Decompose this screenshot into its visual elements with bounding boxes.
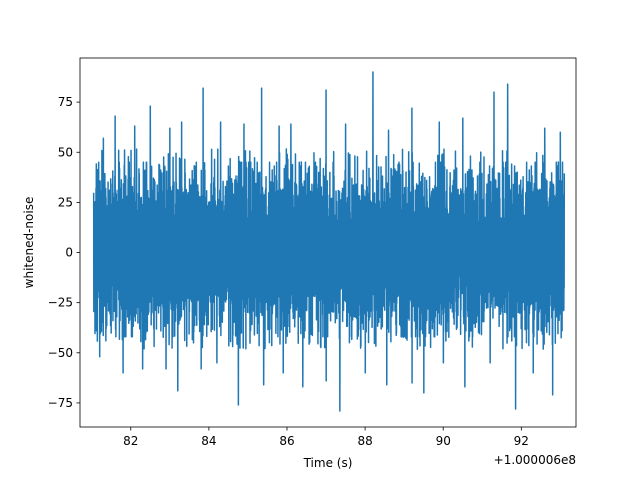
y-tick-label: 75 (58, 95, 73, 109)
series-line (92, 71, 566, 412)
x-tick-label: 90 (436, 434, 451, 448)
x-tick-label: 86 (279, 434, 294, 448)
y-tick-label: 50 (58, 145, 73, 159)
y-tick-label: 0 (65, 246, 73, 260)
y-axis: −75 −50 −25 0 25 50 75 (48, 95, 80, 410)
x-tick-label: 84 (201, 434, 216, 448)
x-tick-label: 88 (357, 434, 372, 448)
x-axis-label: Time (s) (303, 456, 353, 470)
plot-frame (79, 57, 577, 428)
series-layer (92, 71, 566, 412)
x-axis: 82 84 86 88 90 92 (123, 427, 529, 448)
x-tick-label: 82 (123, 434, 138, 448)
x-tick-label: 92 (514, 434, 529, 448)
y-tick-label: 25 (58, 195, 73, 209)
y-axis-label: whitened-noise (22, 197, 36, 289)
y-tick-label: −75 (48, 396, 73, 410)
y-tick-label: −50 (48, 346, 73, 360)
y-tick-label: −25 (48, 296, 73, 310)
x-offset-label: +1.000006e8 (494, 453, 576, 467)
